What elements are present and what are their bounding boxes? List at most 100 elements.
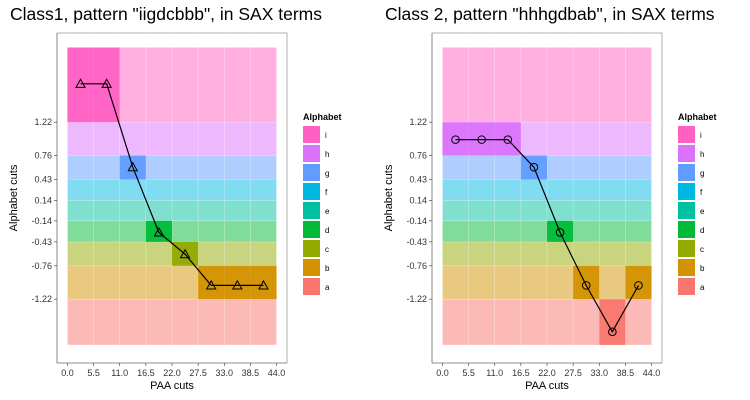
legend-label-e: e bbox=[325, 207, 330, 216]
band-h bbox=[67, 122, 277, 156]
y-tick-label: -0.43 bbox=[406, 237, 427, 247]
legend-label-h: h bbox=[325, 150, 329, 159]
series-line bbox=[455, 139, 640, 334]
data-point bbox=[608, 327, 617, 337]
legend-label-a: a bbox=[325, 283, 330, 292]
data-point bbox=[231, 279, 243, 290]
legend-label-f: f bbox=[325, 188, 328, 197]
x-tick-label: 44.0 bbox=[268, 368, 286, 378]
data-point bbox=[75, 78, 86, 88]
band-f bbox=[442, 179, 652, 201]
x-tick-label: 33.0 bbox=[591, 368, 609, 378]
data-point bbox=[127, 161, 139, 172]
legend-key-h bbox=[678, 145, 695, 162]
data-point bbox=[581, 281, 591, 290]
legend-key-g bbox=[678, 164, 695, 181]
legend-label-i: i bbox=[700, 131, 702, 140]
legend-key-b bbox=[678, 259, 695, 276]
segment-cell-b bbox=[198, 265, 225, 300]
segment-cell-h bbox=[468, 122, 495, 156]
legend-label-i: i bbox=[325, 131, 327, 140]
y-tick-label: 1.22 bbox=[409, 117, 427, 127]
y-tick-label: -0.14 bbox=[31, 216, 52, 226]
x-tick-label: 27.5 bbox=[564, 368, 582, 378]
segment-cell-i bbox=[67, 47, 94, 123]
series-line bbox=[80, 83, 264, 286]
y-tick-label: -1.22 bbox=[31, 294, 52, 304]
legend-label-b: b bbox=[325, 264, 330, 273]
x-tick-label: 27.5 bbox=[189, 368, 207, 378]
y-tick-label: -0.14 bbox=[406, 216, 427, 226]
y-tick-label: 0.14 bbox=[34, 196, 52, 206]
segment-cell-b bbox=[573, 265, 600, 300]
data-point bbox=[451, 135, 460, 144]
x-tick-label: 16.5 bbox=[512, 368, 530, 378]
y-tick-label: 0.43 bbox=[409, 175, 427, 185]
legend-key-a bbox=[678, 278, 695, 295]
y-tick-label: 1.22 bbox=[34, 117, 52, 127]
legend-key-h bbox=[303, 145, 320, 162]
x-tick-label: 0.0 bbox=[436, 368, 449, 378]
legend-label-f: f bbox=[700, 188, 703, 197]
legend-key-a bbox=[303, 278, 320, 295]
data-point bbox=[555, 228, 565, 237]
y-tick-label: 0.76 bbox=[409, 151, 427, 161]
segment-cell-b bbox=[224, 265, 251, 300]
legend-title: Alphabet bbox=[303, 112, 342, 122]
legend-label-g: g bbox=[325, 169, 329, 178]
y-tick-label: 0.14 bbox=[409, 196, 427, 206]
chart-title: Class1, pattern "iigdcbbb", in SAX terms bbox=[10, 4, 322, 24]
y-axis-title: Alphabet cuts bbox=[383, 164, 395, 231]
y-tick-label: 0.76 bbox=[34, 151, 52, 161]
legend-label-c: c bbox=[700, 245, 704, 254]
legend-title: Alphabet bbox=[678, 112, 717, 122]
data-point bbox=[205, 279, 217, 290]
legend-key-e bbox=[678, 202, 695, 219]
data-point bbox=[477, 135, 486, 144]
legend-key-c bbox=[303, 240, 320, 257]
band-i bbox=[442, 47, 652, 123]
y-tick-label: -0.43 bbox=[31, 237, 52, 247]
segment-cell-b bbox=[250, 265, 277, 300]
legend-key-c bbox=[678, 240, 695, 257]
y-axis-title: Alphabet cuts bbox=[8, 164, 20, 231]
x-tick-label: 38.5 bbox=[617, 368, 635, 378]
band-e bbox=[67, 200, 277, 221]
data-point bbox=[503, 135, 513, 144]
x-tick-label: 38.5 bbox=[242, 368, 260, 378]
y-tick-label: -1.22 bbox=[406, 294, 427, 304]
band-f bbox=[67, 179, 277, 201]
legend-label-h: h bbox=[700, 150, 704, 159]
segment-cell-h bbox=[442, 122, 469, 156]
legend-label-g: g bbox=[700, 169, 704, 178]
legend-label-c: c bbox=[325, 245, 329, 254]
data-point bbox=[153, 226, 165, 237]
data-point bbox=[634, 281, 643, 290]
x-tick-label: 0.0 bbox=[61, 368, 74, 378]
band-a bbox=[67, 299, 277, 345]
x-tick-label: 16.5 bbox=[137, 368, 155, 378]
x-tick-label: 22.0 bbox=[163, 368, 181, 378]
legend-key-i bbox=[303, 126, 320, 143]
band-c bbox=[442, 241, 652, 266]
segment-cell-b bbox=[625, 265, 652, 300]
data-point bbox=[179, 248, 191, 259]
legend-label-e: e bbox=[700, 207, 705, 216]
band-b bbox=[442, 265, 652, 300]
band-e bbox=[442, 200, 652, 221]
x-axis-title: PAA cuts bbox=[525, 380, 569, 392]
segment-cell-a bbox=[599, 299, 626, 345]
y-tick-label: -0.76 bbox=[31, 261, 52, 271]
y-tick-label: 0.43 bbox=[34, 175, 52, 185]
legend-key-b bbox=[303, 259, 320, 276]
chart-title: Class 2, pattern "hhhgdbab", in SAX term… bbox=[385, 4, 715, 24]
legend-key-f bbox=[678, 183, 695, 200]
segment-cell-h bbox=[494, 122, 521, 156]
legend-key-e bbox=[303, 202, 320, 219]
x-tick-label: 33.0 bbox=[216, 368, 234, 378]
data-point bbox=[101, 78, 113, 88]
x-tick-label: 44.0 bbox=[643, 368, 661, 378]
